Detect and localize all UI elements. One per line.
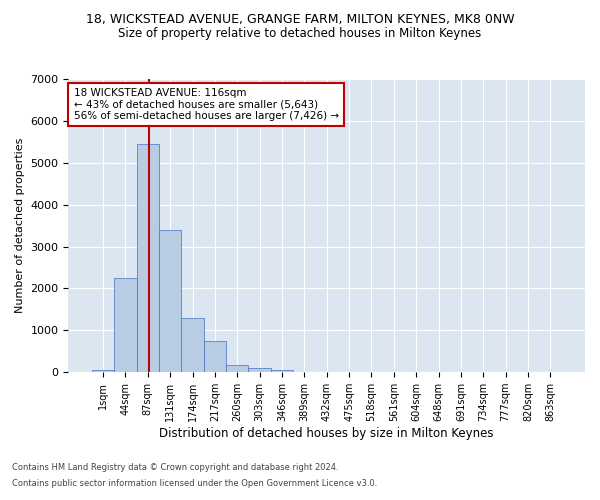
Bar [137,144,159,372]
Text: 18 WICKSTEAD AVENUE: 116sqm
← 43% of detached houses are smaller (5,643)
56% of : 18 WICKSTEAD AVENUE: 116sqm ← 43% of det… [74,88,338,121]
Bar [92,370,114,372]
Bar [271,370,293,372]
Bar [204,341,226,372]
Bar [248,368,271,372]
Text: 18, WICKSTEAD AVENUE, GRANGE FARM, MILTON KEYNES, MK8 0NW: 18, WICKSTEAD AVENUE, GRANGE FARM, MILTO… [86,12,514,26]
Text: Contains public sector information licensed under the Open Government Licence v3: Contains public sector information licen… [12,478,377,488]
X-axis label: Distribution of detached houses by size in Milton Keynes: Distribution of detached houses by size … [160,427,494,440]
Bar [181,318,204,372]
Bar [114,278,137,372]
Y-axis label: Number of detached properties: Number of detached properties [15,138,25,314]
Text: Contains HM Land Registry data © Crown copyright and database right 2024.: Contains HM Land Registry data © Crown c… [12,464,338,472]
Bar [159,230,181,372]
Text: Size of property relative to detached houses in Milton Keynes: Size of property relative to detached ho… [118,28,482,40]
Bar [226,365,248,372]
